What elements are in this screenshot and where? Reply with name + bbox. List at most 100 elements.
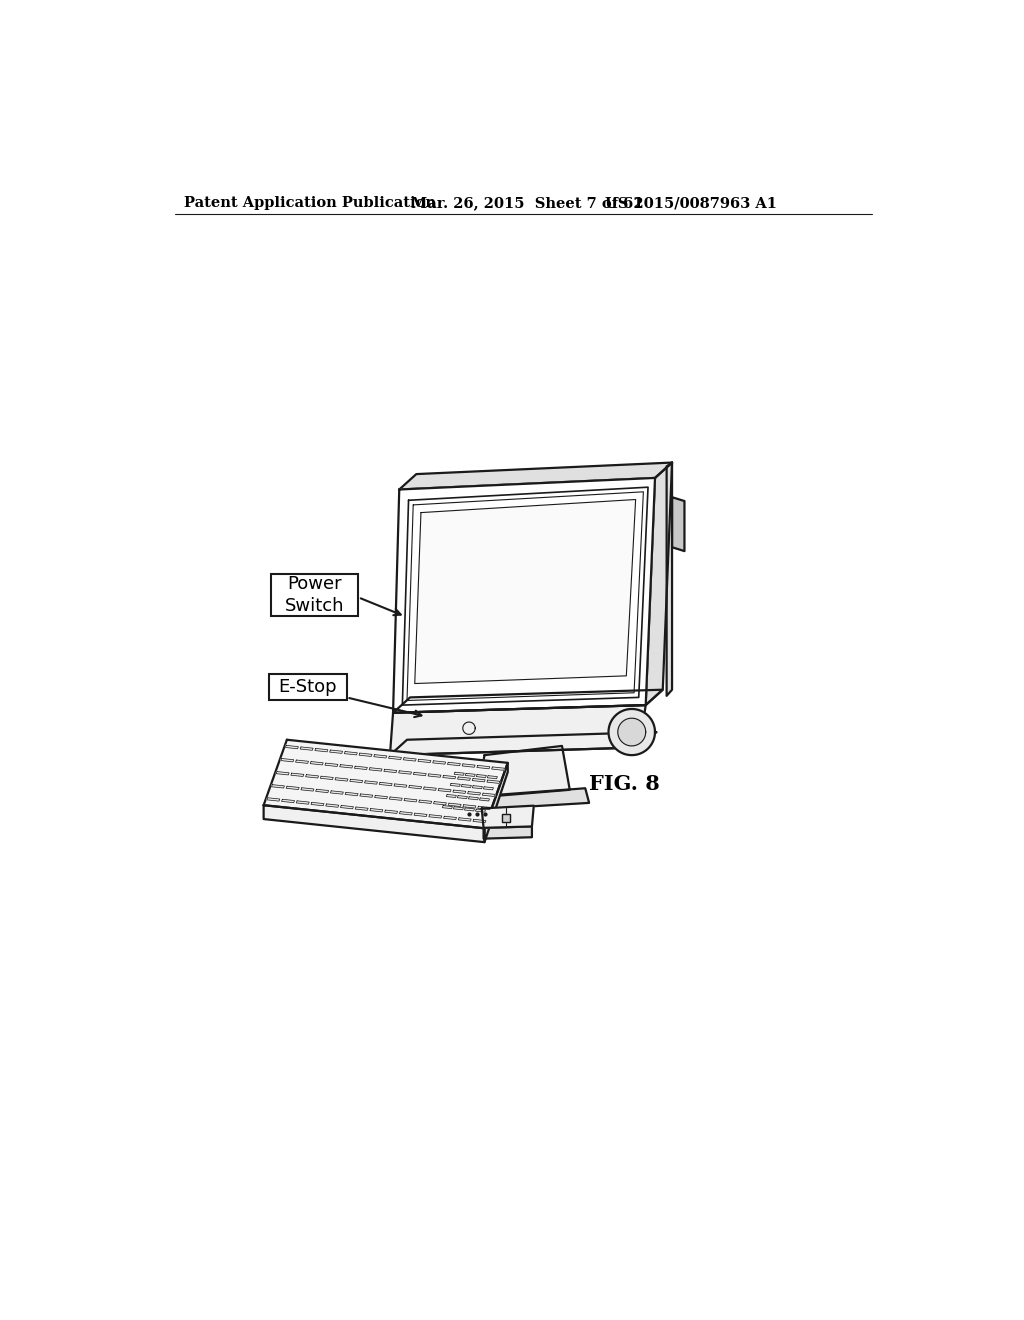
Text: Patent Application Publication: Patent Application Publication xyxy=(183,197,436,210)
Polygon shape xyxy=(477,746,569,797)
Polygon shape xyxy=(370,809,383,812)
Polygon shape xyxy=(267,797,280,801)
Polygon shape xyxy=(442,775,456,779)
Polygon shape xyxy=(287,787,299,789)
Polygon shape xyxy=(462,764,475,767)
Polygon shape xyxy=(482,793,496,796)
Polygon shape xyxy=(449,803,461,807)
Polygon shape xyxy=(487,780,500,783)
Polygon shape xyxy=(281,759,294,762)
Polygon shape xyxy=(433,760,445,764)
Polygon shape xyxy=(354,766,368,770)
Polygon shape xyxy=(429,814,441,818)
Polygon shape xyxy=(385,810,397,813)
Polygon shape xyxy=(455,772,464,775)
Polygon shape xyxy=(379,783,392,785)
Polygon shape xyxy=(276,772,289,775)
Polygon shape xyxy=(326,804,339,808)
Text: Mar. 26, 2015  Sheet 7 of 61: Mar. 26, 2015 Sheet 7 of 61 xyxy=(411,197,643,210)
Polygon shape xyxy=(458,796,467,799)
Polygon shape xyxy=(344,751,357,755)
Polygon shape xyxy=(291,774,304,776)
Polygon shape xyxy=(418,759,431,763)
Polygon shape xyxy=(446,795,457,797)
Polygon shape xyxy=(409,785,422,789)
Polygon shape xyxy=(617,718,646,746)
Polygon shape xyxy=(423,787,436,791)
Polygon shape xyxy=(473,820,486,822)
Polygon shape xyxy=(330,750,343,754)
Polygon shape xyxy=(296,801,309,804)
Polygon shape xyxy=(461,788,589,810)
Polygon shape xyxy=(465,774,475,776)
Polygon shape xyxy=(403,758,416,762)
Polygon shape xyxy=(443,816,457,820)
Polygon shape xyxy=(472,779,485,781)
Polygon shape xyxy=(355,807,368,810)
Polygon shape xyxy=(461,784,471,788)
Polygon shape xyxy=(465,808,474,810)
FancyBboxPatch shape xyxy=(271,574,358,615)
Polygon shape xyxy=(447,763,461,766)
Polygon shape xyxy=(419,800,432,804)
Polygon shape xyxy=(667,462,672,696)
Text: Power
Switch: Power Switch xyxy=(285,576,344,615)
Polygon shape xyxy=(433,801,446,805)
Polygon shape xyxy=(321,776,333,780)
Polygon shape xyxy=(301,788,314,791)
Polygon shape xyxy=(415,499,636,684)
Polygon shape xyxy=(477,807,490,809)
Polygon shape xyxy=(315,789,329,792)
Polygon shape xyxy=(492,767,505,771)
Polygon shape xyxy=(310,762,324,764)
Polygon shape xyxy=(484,763,508,842)
Polygon shape xyxy=(483,826,531,838)
Polygon shape xyxy=(477,766,489,768)
Polygon shape xyxy=(476,775,486,777)
Polygon shape xyxy=(384,770,396,772)
Polygon shape xyxy=(438,788,451,792)
Polygon shape xyxy=(458,777,470,780)
Polygon shape xyxy=(442,805,453,809)
Polygon shape xyxy=(483,787,494,789)
Polygon shape xyxy=(282,800,295,803)
Polygon shape xyxy=(472,785,482,788)
Polygon shape xyxy=(487,776,498,779)
Polygon shape xyxy=(479,797,489,801)
Polygon shape xyxy=(468,797,478,800)
Polygon shape xyxy=(390,733,656,755)
Polygon shape xyxy=(341,805,353,809)
Polygon shape xyxy=(404,799,417,801)
Polygon shape xyxy=(296,760,308,763)
Polygon shape xyxy=(390,705,646,755)
Polygon shape xyxy=(475,809,485,812)
Polygon shape xyxy=(263,739,508,829)
Polygon shape xyxy=(359,793,373,797)
FancyBboxPatch shape xyxy=(269,675,346,701)
Polygon shape xyxy=(315,748,328,752)
Polygon shape xyxy=(459,818,471,821)
Polygon shape xyxy=(300,747,313,750)
Polygon shape xyxy=(389,797,402,800)
Polygon shape xyxy=(370,768,382,771)
Polygon shape xyxy=(350,779,362,783)
Polygon shape xyxy=(388,756,401,759)
Polygon shape xyxy=(454,807,464,809)
Polygon shape xyxy=(365,781,378,784)
Polygon shape xyxy=(394,784,407,787)
Polygon shape xyxy=(263,805,484,842)
Text: FIG. 8: FIG. 8 xyxy=(589,775,659,795)
Polygon shape xyxy=(646,462,672,705)
Polygon shape xyxy=(331,791,343,795)
Polygon shape xyxy=(393,689,663,713)
Polygon shape xyxy=(414,813,427,817)
Polygon shape xyxy=(271,784,285,788)
Polygon shape xyxy=(463,805,476,808)
Polygon shape xyxy=(463,722,475,734)
Text: US 2015/0087963 A1: US 2015/0087963 A1 xyxy=(604,197,776,210)
Polygon shape xyxy=(311,803,324,805)
Polygon shape xyxy=(451,783,460,787)
Polygon shape xyxy=(608,709,655,755)
Polygon shape xyxy=(393,478,655,713)
Polygon shape xyxy=(414,772,426,776)
